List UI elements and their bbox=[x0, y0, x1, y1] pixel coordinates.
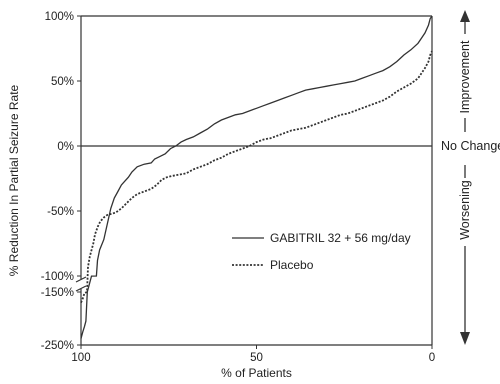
improvement-arrowhead bbox=[460, 10, 470, 22]
side-annotations: No Change Improvement Worsening bbox=[441, 10, 500, 345]
y-tick-label: 0% bbox=[57, 141, 74, 153]
worsening-label: Worsening bbox=[458, 180, 472, 240]
x-axis-label: % of Patients bbox=[221, 366, 292, 379]
y-tick-label: -100% bbox=[41, 271, 74, 283]
x-tick-label: 50 bbox=[250, 352, 263, 364]
worsening-arrowhead bbox=[460, 332, 470, 345]
legend-label: Placebo bbox=[270, 258, 314, 272]
y-tick-label: -250% bbox=[41, 340, 74, 352]
y-tick-label: -150% bbox=[41, 287, 74, 299]
axes-group bbox=[75, 15, 433, 346]
ticks-group: 100% 50% 0% -50% -100% -150% -250%100 50 0 % of P… bbox=[7, 11, 435, 380]
y-tick-label: -50% bbox=[47, 206, 74, 218]
legend: GABITRIL 32 + 56 mg/day Placebo bbox=[232, 231, 411, 272]
axis-break-mark-lower bbox=[75, 285, 87, 292]
x-tick-label: 0 bbox=[429, 352, 435, 364]
improvement-label: Improvement bbox=[458, 40, 472, 113]
y-axis-label: % Reduction In Partial Seizure Rate bbox=[7, 84, 21, 276]
y-tick-label: 100% bbox=[45, 11, 74, 23]
x-tick-label: 100 bbox=[71, 352, 90, 364]
y-tick-label: 50% bbox=[51, 76, 74, 88]
series-line-placebo bbox=[80, 50, 433, 303]
no-change-label: No Change bbox=[441, 139, 500, 153]
axis-break-mark-upper bbox=[75, 276, 87, 283]
series-line-gabitril bbox=[80, 15, 433, 339]
series-group bbox=[80, 15, 433, 339]
legend-label: GABITRIL 32 + 56 mg/day bbox=[270, 231, 411, 245]
